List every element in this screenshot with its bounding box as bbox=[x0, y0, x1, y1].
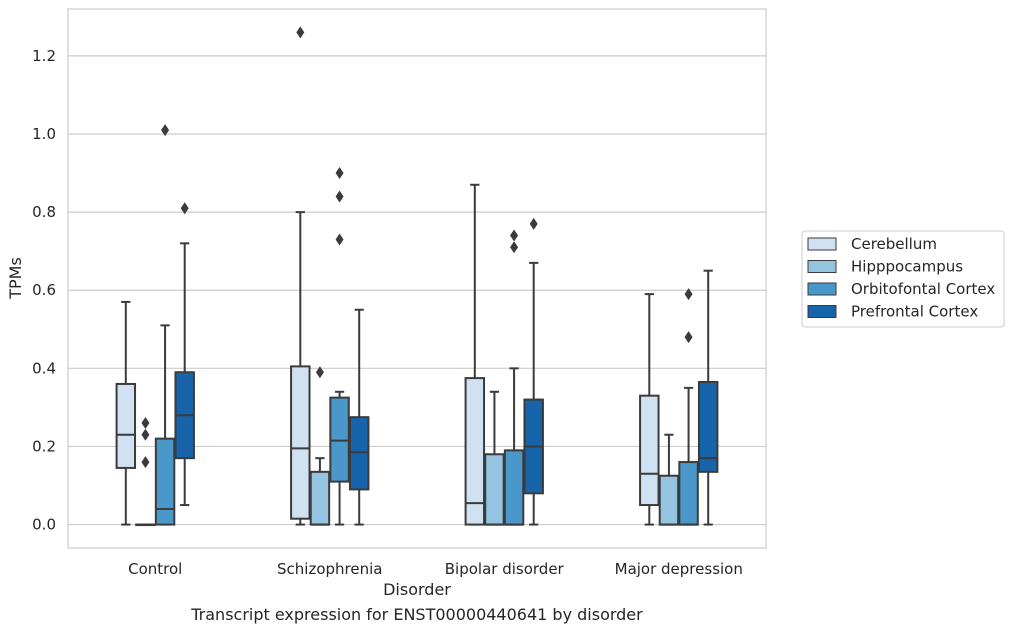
legend-label: Hipppocampus bbox=[851, 258, 963, 276]
outlier-point bbox=[335, 167, 344, 180]
box-2-2 bbox=[503, 229, 525, 526]
x-tick-labels: Control Schizophrenia Bipolar disorder Majo… bbox=[128, 560, 743, 578]
x-tick-label: Major depression bbox=[615, 560, 743, 578]
y-tick-label: 0.6 bbox=[32, 281, 56, 299]
box-2-3 bbox=[678, 288, 699, 526]
legend-label: Prefrontal Cortex bbox=[851, 303, 978, 321]
legend-label: Orbitofontal Cortex bbox=[851, 280, 995, 298]
legend-swatch bbox=[807, 260, 837, 273]
outlier-point bbox=[335, 190, 344, 203]
outlier-point bbox=[510, 241, 519, 254]
outlier-point bbox=[141, 428, 150, 441]
legend-swatch bbox=[807, 237, 837, 251]
box-3-2 bbox=[523, 217, 544, 526]
legend-label: Cerebellum bbox=[851, 235, 937, 253]
outlier-point bbox=[180, 202, 189, 215]
box-3-0 bbox=[174, 202, 195, 507]
outlier-point bbox=[510, 229, 519, 242]
box-body bbox=[154, 437, 176, 526]
legend-swatch bbox=[807, 305, 837, 318]
box-body bbox=[484, 453, 505, 526]
box-body bbox=[639, 394, 660, 507]
box-1-1 bbox=[309, 366, 331, 526]
box-0-3 bbox=[639, 293, 660, 526]
outlier-point bbox=[684, 331, 693, 344]
legend-frame bbox=[801, 230, 1005, 328]
y-tick-labels: 0.0 0.2 0.4 0.6 0.8 1.0 1.2 bbox=[32, 47, 56, 534]
box-body bbox=[464, 377, 486, 526]
y-tick-label: 0.0 bbox=[32, 516, 56, 534]
box-0-1 bbox=[290, 26, 311, 526]
box-groups bbox=[115, 26, 719, 527]
y-tick-label: 0.4 bbox=[32, 359, 56, 377]
box-3-1 bbox=[348, 308, 370, 526]
box-2-1 bbox=[329, 167, 350, 526]
legend-swatch bbox=[807, 282, 837, 296]
legend: Cerebellum Hipppocampus Orbitofontal Corte… bbox=[801, 230, 1005, 328]
box-1-0 bbox=[135, 417, 156, 527]
box-0-2 bbox=[464, 183, 486, 526]
chart-caption: Transcript expression for ENST0000044064… bbox=[191, 605, 643, 624]
box-body bbox=[503, 449, 525, 526]
box-body bbox=[290, 365, 311, 520]
plot-frame bbox=[67, 8, 767, 549]
box-body bbox=[115, 382, 137, 469]
box-1-2 bbox=[484, 390, 505, 526]
box-0-0 bbox=[115, 300, 137, 526]
outlier-point bbox=[529, 217, 538, 230]
x-tick-label: Schizophrenia bbox=[277, 560, 382, 578]
box-body bbox=[309, 470, 331, 526]
box-body bbox=[697, 381, 719, 473]
y-axis-label: TPMs bbox=[6, 257, 25, 300]
outlier-point bbox=[335, 233, 344, 246]
box-1-3 bbox=[658, 433, 680, 526]
outlier-point bbox=[315, 366, 324, 379]
y-tick-label: 0.8 bbox=[32, 203, 56, 221]
box-body bbox=[678, 461, 699, 526]
outlier-point bbox=[161, 124, 170, 137]
outlier-point bbox=[141, 417, 150, 430]
x-tick-label: Bipolar disorder bbox=[445, 560, 565, 578]
outlier-point bbox=[296, 26, 305, 39]
x-tick-label: Control bbox=[128, 560, 182, 578]
outlier-point bbox=[684, 288, 693, 301]
box-3-3 bbox=[697, 269, 719, 526]
box-body bbox=[658, 474, 680, 526]
box-2-0 bbox=[154, 124, 176, 526]
x-axis-label: Disorder bbox=[383, 580, 451, 599]
y-tick-label: 1.2 bbox=[32, 47, 56, 65]
y-tick-label: 0.2 bbox=[32, 437, 56, 455]
outlier-point bbox=[141, 456, 150, 469]
y-tick-label: 1.0 bbox=[32, 125, 56, 143]
